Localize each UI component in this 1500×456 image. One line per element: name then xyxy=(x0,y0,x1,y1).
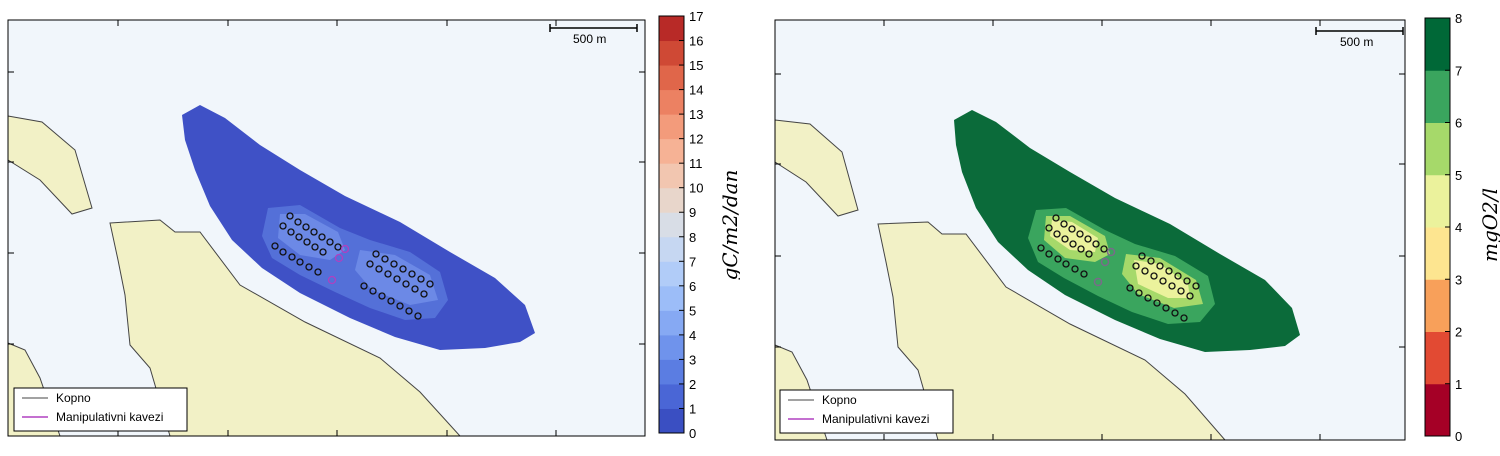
land-mainland xyxy=(109,219,462,437)
left-colorbar-title: gC/m2/dan xyxy=(718,170,740,281)
left-colorbar-band xyxy=(659,383,684,409)
left-scale-bar-label: 500 m xyxy=(573,32,606,46)
left-colorbar-band xyxy=(659,163,684,189)
land-island xyxy=(774,119,859,217)
left-colorbar-tick-label: 12 xyxy=(689,132,703,147)
right-colorbar-band xyxy=(1425,227,1450,280)
left-colorbar-band xyxy=(659,138,684,164)
right-colorbar-band xyxy=(1425,383,1450,437)
manipulation-cages xyxy=(327,244,350,285)
manipulation-cages xyxy=(1093,247,1116,287)
left-colorbar-band xyxy=(659,65,684,91)
right-legend: Kopno Manipulativni kavezi xyxy=(779,389,954,434)
left-colorbar-band xyxy=(659,310,684,336)
cage-group xyxy=(271,212,434,320)
left-colorbar-tick-label: 4 xyxy=(689,328,696,343)
legend-label-kavezi: Manipulativni kavezi xyxy=(822,412,929,426)
left-colorbar-tick-label: 13 xyxy=(689,107,703,122)
left-colorbar-tick-label: 6 xyxy=(689,279,696,294)
left-map-frame xyxy=(7,19,646,437)
left-colorbar-tick-label: 10 xyxy=(689,181,703,196)
right-colorbar-band xyxy=(1425,331,1450,385)
right-colorbar-tick-label: 2 xyxy=(1455,325,1462,340)
right-map-panel: 500 m Kopno Manipulativni kavezi 0 1 2 3 4 5 6… xyxy=(760,0,1500,451)
left-colorbar-tick-label: 9 xyxy=(689,205,696,220)
right-scale-bar: 500 m xyxy=(1315,27,1404,49)
right-colorbar-tick-label: 8 xyxy=(1455,11,1462,26)
oxygen-core-3 xyxy=(1050,220,1098,252)
left-colorbar-band xyxy=(659,89,684,115)
right-colorbar: 0 1 2 3 4 5 6 7 8 xyxy=(1424,11,1462,444)
left-map-svg: 500 m Kopno Manipulativni kavezi 0123456… xyxy=(7,9,742,441)
legend-label-kopno: Kopno xyxy=(822,393,857,407)
legend-label-kopno: Kopno xyxy=(56,391,91,405)
right-colorbar-band xyxy=(1425,174,1450,228)
plume-core-1 xyxy=(278,214,345,260)
cage-group xyxy=(1037,214,1200,322)
left-colorbar-tick-label: 5 xyxy=(689,303,696,318)
left-colorbar-band xyxy=(659,285,684,311)
right-colorbar-tick-label: 7 xyxy=(1455,63,1462,78)
right-colorbar-tick-label: 0 xyxy=(1455,429,1462,444)
left-colorbar-tick-label: 0 xyxy=(689,426,696,441)
left-colorbar-band xyxy=(659,212,684,238)
right-colorbar-band xyxy=(1425,18,1450,71)
right-map-frame xyxy=(774,19,1406,441)
land-island xyxy=(7,115,93,215)
left-map-ticks xyxy=(8,20,645,436)
left-colorbar-band xyxy=(659,187,684,213)
land-mainland xyxy=(877,221,1227,441)
right-colorbar-tick-label: 3 xyxy=(1455,272,1462,287)
left-colorbar-band xyxy=(659,236,684,262)
left-colorbar-band xyxy=(659,40,684,66)
left-colorbar-tick-label: 8 xyxy=(689,230,696,245)
left-colorbar-band xyxy=(659,334,684,360)
right-colorbar-tick-label: 6 xyxy=(1455,116,1462,131)
left-colorbar-tick-label: 2 xyxy=(689,377,696,392)
right-map-ticks xyxy=(775,20,1405,440)
left-colorbar-tick-label: 11 xyxy=(689,156,703,171)
right-colorbar-tick-label: 5 xyxy=(1455,168,1462,183)
right-map-svg: 500 m Kopno Manipulativni kavezi 0 1 2 3 4 5 6… xyxy=(774,11,1500,444)
right-scale-bar-label: 500 m xyxy=(1340,35,1373,49)
right-colorbar-tick-label: 1 xyxy=(1455,377,1462,392)
right-colorbar-band xyxy=(1425,279,1450,332)
left-colorbar-band xyxy=(659,359,684,385)
left-colorbar-band xyxy=(659,114,684,140)
left-colorbar-band xyxy=(659,261,684,287)
left-colorbar-frame xyxy=(658,15,685,434)
left-colorbar-band xyxy=(659,408,684,434)
left-colorbar-tick-label: 15 xyxy=(689,58,703,73)
right-colorbar-band xyxy=(1425,122,1450,176)
left-colorbar-tick-label: 1 xyxy=(689,401,696,416)
legend-label-kavezi: Manipulativni kavezi xyxy=(56,410,163,424)
left-colorbar-tick-label: 3 xyxy=(689,352,696,367)
left-colorbar-tick-label: 16 xyxy=(689,34,703,49)
left-colorbar-tick-label: 17 xyxy=(689,9,703,24)
right-colorbar-tick-label: 4 xyxy=(1455,220,1462,235)
left-colorbar-tick-label: 14 xyxy=(689,83,703,98)
left-map-area: 500 m Kopno Manipulativni kavezi xyxy=(7,19,646,437)
plume-outer xyxy=(182,105,535,350)
left-scale-bar: 500 m xyxy=(549,24,638,46)
left-colorbar-band xyxy=(659,16,684,42)
left-legend: Kopno Manipulativni kavezi xyxy=(13,387,188,432)
right-colorbar-title: mgO2/l xyxy=(1478,188,1500,262)
right-colorbar-band xyxy=(1425,70,1450,123)
right-map-area: 500 m Kopno Manipulativni kavezi xyxy=(774,19,1406,441)
left-colorbar-tick-label: 7 xyxy=(689,254,696,269)
oxygen-outer xyxy=(954,110,1300,352)
